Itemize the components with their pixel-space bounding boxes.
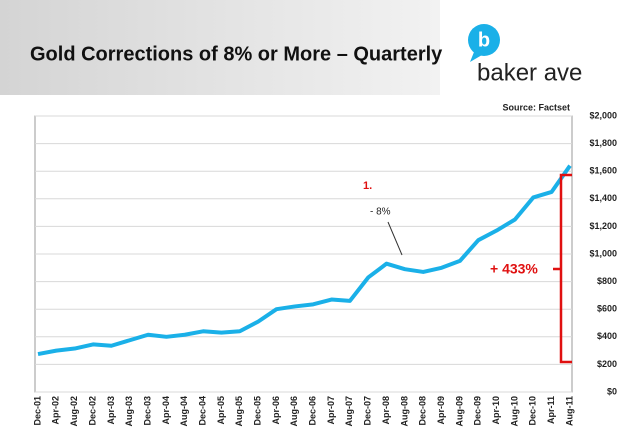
logo-tail	[470, 52, 482, 62]
x-tick-label: Dec-04	[197, 396, 207, 426]
x-tick-label: Dec-05	[253, 396, 263, 426]
y-tick-label: $1,200	[589, 221, 617, 231]
x-tick-label: Apr-03	[106, 396, 116, 425]
annotation: - 8%	[370, 207, 391, 218]
y-tick-label: $1,600	[589, 166, 617, 176]
y-tick-label: $800	[597, 276, 617, 286]
x-tick-label: Apr-08	[381, 396, 391, 425]
y-tick-label: $0	[607, 386, 617, 396]
y-tick-label: $1,400	[589, 193, 617, 203]
x-tick-label: Aug-04	[179, 396, 189, 427]
y-tick-label: $1,800	[589, 138, 617, 148]
source: Source: Factset	[502, 102, 570, 112]
x-tick-label: Dec-03	[142, 396, 152, 426]
x-tick-label: Apr-05	[216, 396, 226, 425]
x-tick-label: Apr-07	[326, 396, 336, 425]
y-tick-label: $400	[597, 331, 617, 341]
x-tick-label: Aug-11	[564, 396, 574, 426]
annotation: + 433%	[490, 261, 538, 277]
x-tick-label: Aug-06	[289, 396, 299, 427]
logo-letter: b	[478, 29, 490, 51]
x-tick-label: Dec-08	[418, 396, 428, 426]
x-tick-label: Aug-09	[454, 396, 464, 427]
title: Gold Corrections of 8% or More – Quarter…	[30, 43, 443, 65]
x-tick-label: Dec-09	[473, 396, 483, 426]
x-tick-label: Dec-10	[528, 396, 538, 426]
annotation: 1.	[363, 180, 372, 192]
y-tick-label: $2,000	[589, 110, 617, 120]
x-tick-label: Dec-01	[32, 396, 42, 426]
x-tick-label: Aug-02	[69, 396, 79, 427]
x-tick-label: Apr-02	[51, 396, 61, 425]
x-tick-label: Aug-10	[509, 396, 519, 427]
logo-bubble	[468, 24, 500, 56]
y-tick-label: $600	[597, 304, 617, 314]
bracket	[553, 173, 572, 364]
title-banner	[0, 0, 440, 95]
annotation-pointer	[387, 221, 403, 256]
plot: $0 $200 $400 $600 $800 $1,000 $1,200 $1,400 $1,6…	[32, 110, 617, 426]
x-tick-label: Apr-11	[546, 396, 556, 424]
x-tick-label: Aug-03	[124, 396, 134, 427]
x-tick-label: Dec-06	[308, 396, 318, 426]
y-tick-label: $1,000	[589, 248, 617, 258]
y-tick-label: $200	[597, 359, 617, 369]
x-tick-label: Aug-05	[234, 396, 244, 427]
x-tick-label: Apr-04	[161, 396, 171, 425]
line	[37, 164, 572, 357]
x-tick-label: Apr-09	[436, 396, 446, 425]
x-tick-label: Dec-02	[87, 396, 97, 426]
logo-text: baker ave	[477, 59, 582, 86]
x-tick-label: Dec-07	[363, 396, 373, 426]
x-tick-label: Aug-07	[344, 396, 354, 427]
x-tick-label: Aug-08	[399, 396, 409, 427]
x-tick-label: Apr-06	[271, 396, 281, 425]
x-tick-label: Apr-10	[491, 396, 501, 425]
